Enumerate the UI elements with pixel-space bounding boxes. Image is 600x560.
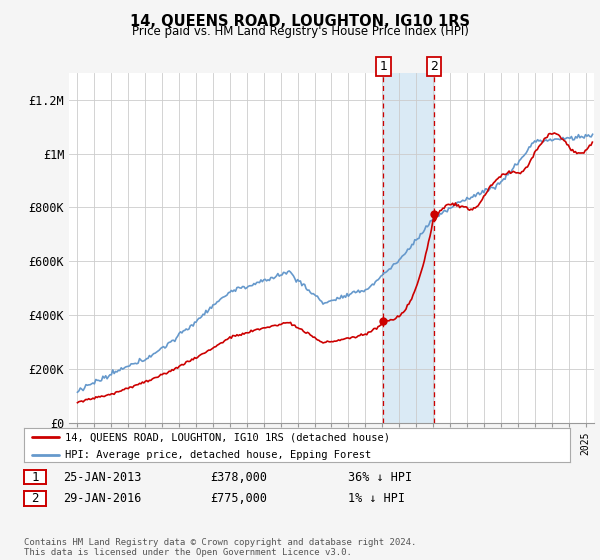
Text: 25-JAN-2013: 25-JAN-2013 <box>63 470 142 484</box>
Text: 2: 2 <box>31 492 38 505</box>
Text: 29-JAN-2016: 29-JAN-2016 <box>63 492 142 505</box>
Text: 2: 2 <box>430 60 438 73</box>
Text: Price paid vs. HM Land Registry's House Price Index (HPI): Price paid vs. HM Land Registry's House … <box>131 25 469 38</box>
Text: 1: 1 <box>380 60 388 73</box>
Text: Contains HM Land Registry data © Crown copyright and database right 2024.
This d: Contains HM Land Registry data © Crown c… <box>24 538 416 557</box>
Text: HPI: Average price, detached house, Epping Forest: HPI: Average price, detached house, Eppi… <box>65 450 371 460</box>
Text: 14, QUEENS ROAD, LOUGHTON, IG10 1RS (detached house): 14, QUEENS ROAD, LOUGHTON, IG10 1RS (det… <box>65 433 390 443</box>
Text: 1% ↓ HPI: 1% ↓ HPI <box>348 492 405 505</box>
Text: 1: 1 <box>31 470 38 484</box>
Text: £378,000: £378,000 <box>210 470 267 484</box>
Bar <box>383 73 434 423</box>
Text: 36% ↓ HPI: 36% ↓ HPI <box>348 470 412 484</box>
Text: £775,000: £775,000 <box>210 492 267 505</box>
Text: 14, QUEENS ROAD, LOUGHTON, IG10 1RS: 14, QUEENS ROAD, LOUGHTON, IG10 1RS <box>130 14 470 29</box>
